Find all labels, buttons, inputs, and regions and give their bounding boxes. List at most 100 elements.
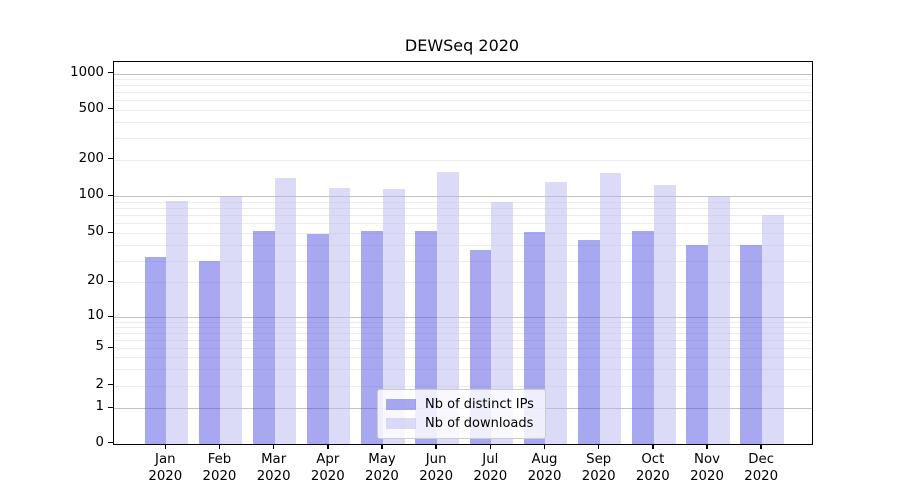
x-tick-mark-sep bbox=[597, 444, 600, 449]
gridline-minor-9 bbox=[114, 321, 812, 323]
x-tick-label-nov: Nov 2020 bbox=[690, 452, 724, 484]
bar-distinct-ips-nov bbox=[686, 245, 708, 444]
y-tick-mark-1000 bbox=[107, 72, 113, 74]
gridline-minor-70 bbox=[114, 215, 812, 217]
x-tick-label-jul: Jul 2020 bbox=[473, 452, 508, 484]
bar-distinct-ips-feb bbox=[198, 260, 221, 444]
x-tick-mark-jan bbox=[164, 444, 166, 449]
gridline-major-1000 bbox=[114, 73, 812, 75]
y-tick-mark-0 bbox=[107, 442, 113, 444]
gridline-minor-900 bbox=[114, 79, 812, 81]
y-tick-label-1000: 1000 bbox=[70, 64, 104, 80]
y-tick-mark-2 bbox=[107, 383, 113, 386]
x-tick-mark-dec bbox=[760, 444, 762, 449]
gridline-minor-2 bbox=[114, 385, 812, 387]
bar-downloads-apr bbox=[328, 187, 351, 444]
bar-downloads-jul bbox=[491, 202, 513, 444]
gridline-minor-4 bbox=[114, 357, 812, 359]
bar-downloads-jan bbox=[166, 201, 188, 444]
x-tick-label-aug: Aug 2020 bbox=[527, 452, 562, 484]
x-tick-mark-apr bbox=[327, 444, 329, 449]
gridline-minor-30 bbox=[114, 260, 812, 262]
y-tick-label-10: 10 bbox=[87, 308, 104, 324]
y-tick-label-50: 50 bbox=[87, 224, 104, 240]
gridline-minor-5 bbox=[114, 348, 812, 350]
x-tick-label-may: May 2020 bbox=[365, 452, 399, 484]
gridline-minor-3 bbox=[114, 368, 812, 370]
x-tick-mark-may bbox=[381, 444, 383, 449]
gridline-major-10 bbox=[114, 317, 812, 319]
x-tick-mark-jun bbox=[435, 444, 437, 449]
x-tick-label-mar: Mar 2020 bbox=[256, 452, 291, 484]
bar-distinct-ips-jan bbox=[144, 257, 167, 444]
gridline-minor-200 bbox=[114, 159, 812, 161]
gridline-minor-8 bbox=[114, 327, 812, 329]
y-tick-label-0: 0 bbox=[95, 434, 104, 450]
legend-swatch-ips bbox=[386, 399, 416, 410]
legend-swatch-downloads bbox=[386, 418, 416, 429]
gridline-minor-7 bbox=[114, 333, 812, 335]
gridline-minor-300 bbox=[114, 137, 812, 139]
y-tick-mark-5 bbox=[107, 346, 113, 348]
gridline-minor-6 bbox=[114, 340, 812, 342]
y-tick-label-20: 20 bbox=[87, 273, 104, 289]
bar-downloads-oct bbox=[653, 185, 676, 444]
legend-item-downloads: Nb of downloads bbox=[386, 414, 534, 433]
x-tick-mark-mar bbox=[272, 444, 275, 449]
bar-downloads-feb bbox=[220, 195, 243, 444]
legend-label-downloads: Nb of downloads bbox=[425, 416, 534, 431]
x-tick-label-dec: Dec 2020 bbox=[744, 452, 779, 484]
gridline-minor-80 bbox=[114, 208, 812, 210]
bar-distinct-ips-sep bbox=[577, 240, 600, 444]
gridline-minor-40 bbox=[114, 245, 812, 247]
x-tick-mark-nov bbox=[706, 444, 708, 449]
y-tick-mark-500 bbox=[107, 108, 113, 110]
bar-downloads-may bbox=[382, 188, 405, 444]
x-tick-label-jun: Jun 2020 bbox=[419, 452, 454, 484]
x-tick-mark-oct bbox=[652, 444, 654, 449]
bar-downloads-dec bbox=[762, 215, 784, 444]
y-tick-mark-50 bbox=[107, 231, 113, 233]
gridline-minor-400 bbox=[114, 121, 812, 123]
gridline-minor-500 bbox=[114, 109, 812, 111]
x-tick-label-oct: Oct 2020 bbox=[635, 452, 670, 484]
y-tick-mark-1 bbox=[107, 406, 113, 408]
y-tick-label-1: 1 bbox=[95, 399, 104, 415]
y-tick-label-500: 500 bbox=[78, 100, 104, 116]
chart-title: DEWSeq 2020 bbox=[404, 36, 520, 55]
gridline-minor-700 bbox=[114, 92, 812, 94]
y-tick-label-200: 200 bbox=[78, 150, 104, 166]
bar-distinct-ips-oct bbox=[632, 231, 654, 444]
gridline-minor-90 bbox=[114, 201, 812, 203]
legend-item-distinct-ips: Nb of distinct IPs bbox=[386, 395, 534, 414]
bar-downloads-aug bbox=[545, 182, 568, 444]
x-tick-mark-feb bbox=[218, 444, 221, 449]
x-tick-mark-aug bbox=[543, 444, 546, 449]
plot-area: Nb of distinct IPs Nb of downloads bbox=[113, 61, 813, 445]
y-tick-mark-100 bbox=[107, 194, 113, 196]
bar-distinct-ips-apr bbox=[307, 234, 329, 444]
bar-downloads-jun bbox=[437, 171, 459, 444]
bar-downloads-nov bbox=[708, 196, 730, 444]
x-tick-mark-jul bbox=[489, 444, 491, 449]
bar-distinct-ips-mar bbox=[252, 231, 275, 444]
y-tick-label-5: 5 bbox=[95, 339, 104, 355]
x-tick-label-apr: Apr 2020 bbox=[310, 452, 345, 484]
gridline-minor-800 bbox=[114, 85, 812, 87]
y-tick-mark-20 bbox=[107, 280, 113, 282]
bar-distinct-ips-dec bbox=[740, 245, 763, 444]
x-tick-label-jan: Jan 2020 bbox=[148, 452, 183, 484]
x-tick-label-sep: Sep 2020 bbox=[581, 452, 616, 484]
y-tick-label-100: 100 bbox=[78, 187, 104, 203]
y-tick-label-2: 2 bbox=[95, 376, 104, 392]
y-tick-mark-10 bbox=[107, 315, 113, 317]
gridline-minor-50 bbox=[114, 233, 812, 235]
legend: Nb of distinct IPs Nb of downloads bbox=[377, 389, 546, 439]
gridline-major-100 bbox=[114, 196, 812, 198]
legend-label-distinct-ips: Nb of distinct IPs bbox=[425, 397, 534, 412]
y-tick-mark-200 bbox=[107, 157, 113, 160]
x-tick-label-feb: Feb 2020 bbox=[202, 452, 237, 484]
gridline-minor-600 bbox=[114, 100, 812, 102]
gridline-minor-20 bbox=[114, 282, 812, 284]
